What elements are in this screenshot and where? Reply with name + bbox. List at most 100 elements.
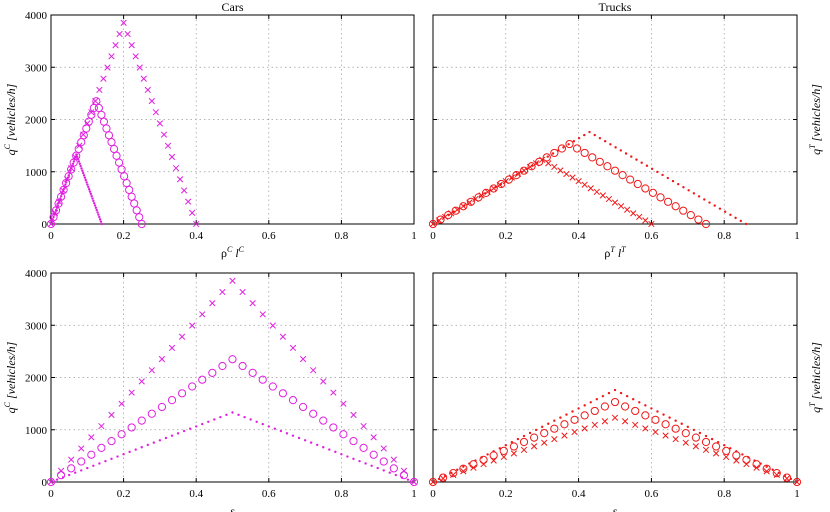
data-point-x (279, 333, 287, 340)
data-point-x (460, 202, 467, 210)
data-point-circle (772, 469, 781, 478)
x-tick-label: 0.6 (645, 488, 659, 500)
data-point-dot (609, 143, 612, 146)
data-point-x (530, 443, 538, 450)
data-point-dot (87, 185, 90, 189)
x-tick-label: 0 (48, 230, 54, 242)
data-point-x (429, 220, 437, 228)
data-point-circle (409, 477, 419, 487)
data-point-circle (535, 157, 544, 166)
data-point-x (136, 64, 143, 71)
data-point-dot (656, 410, 659, 413)
x-tick-label: 0 (430, 488, 436, 500)
data-point-dot (619, 391, 623, 395)
y-axis-label-part: C (3, 143, 12, 149)
y-tick-label: 2000 (25, 373, 48, 385)
data-point-dot (267, 425, 270, 428)
data-point-circle (497, 179, 506, 189)
data-point-x (340, 400, 347, 407)
data-point-dot (128, 450, 131, 454)
data-point-dot (546, 155, 549, 158)
data-point-dot (571, 410, 574, 413)
data-point-circle (610, 397, 620, 407)
data-point-x (330, 389, 337, 396)
data-point-circle (228, 355, 237, 364)
data-point-circle (527, 162, 536, 171)
data-point-x (587, 185, 594, 192)
data-point-dot (710, 437, 714, 441)
x-tick-label: 0.6 (262, 230, 276, 242)
data-point-dot (729, 213, 732, 217)
y-tick-label: 1000 (25, 425, 48, 437)
data-point-dot (661, 173, 664, 177)
data-point-dot (72, 160, 76, 163)
data-point-circle (618, 171, 627, 180)
data-point-dot (91, 197, 94, 200)
data-point-x (435, 217, 443, 224)
data-point-x (138, 378, 145, 385)
series-x (429, 414, 801, 486)
data-point-x (168, 153, 176, 161)
y-tick-label: 4000 (25, 10, 48, 22)
data-point-circle (428, 219, 438, 229)
x-tick-label: 0.4 (572, 230, 586, 242)
data-point-circle (369, 450, 378, 459)
data-point-dot (88, 190, 92, 193)
x-tick-label: 0.8 (717, 488, 731, 500)
data-point-dot (65, 181, 68, 184)
data-point-dot (650, 407, 653, 410)
data-point-circle (459, 464, 468, 473)
data-point-x (152, 109, 160, 116)
data-point-dot (334, 450, 337, 454)
data-point-x (448, 210, 455, 217)
data-point-circle (67, 464, 76, 473)
data-point-dot (400, 476, 404, 479)
data-point-x (591, 421, 598, 429)
data-point-x (630, 210, 637, 217)
data-point-circle (671, 424, 680, 433)
data-point-dot (708, 201, 711, 204)
data-point-x (783, 475, 791, 482)
data-point-dot (49, 222, 53, 226)
y-tick-label: 0 (42, 219, 48, 231)
data-point-x (712, 450, 720, 457)
data-point-x (520, 167, 528, 174)
data-point-dot (309, 441, 313, 444)
data-point-circle (530, 433, 539, 442)
data-point-dot (61, 190, 65, 193)
data-point-circle (701, 219, 711, 229)
x-axis-label-part: s (613, 504, 618, 512)
data-point-dot (69, 169, 72, 172)
data-point-circle (451, 206, 460, 215)
data-point-dot (104, 459, 107, 463)
y-axis-label-part: T (808, 144, 817, 149)
data-point-circle (762, 464, 771, 473)
data-point-x (164, 142, 172, 149)
data-point-x (88, 109, 95, 116)
data-point-circle (248, 368, 257, 377)
data-point-dot (388, 471, 391, 474)
data-point-dot (80, 167, 83, 170)
data-point-dot (603, 140, 607, 143)
data-point-circle (499, 446, 508, 456)
data-point-x (601, 418, 609, 425)
data-point-dot (322, 446, 325, 449)
data-point-x (156, 120, 164, 127)
data-point-dot (316, 443, 319, 447)
data-point-dot (140, 446, 143, 449)
y-tick-label: 0 (42, 477, 48, 489)
data-point-dot (60, 192, 64, 196)
y-tick-label: 2000 (25, 115, 48, 127)
data-point-circle (449, 469, 458, 478)
data-point-circle (319, 416, 328, 425)
chart-title: Cars (222, 0, 244, 14)
x-axis-label-part: C (239, 245, 245, 254)
data-point-dot (680, 422, 683, 425)
data-point-dot (116, 455, 119, 458)
data-point-circle (580, 148, 589, 158)
data-point-dot (65, 178, 69, 182)
data-point-circle (732, 451, 741, 460)
y-axis-label-part: [vehicles/h] (809, 342, 823, 403)
data-point-x (199, 311, 206, 318)
